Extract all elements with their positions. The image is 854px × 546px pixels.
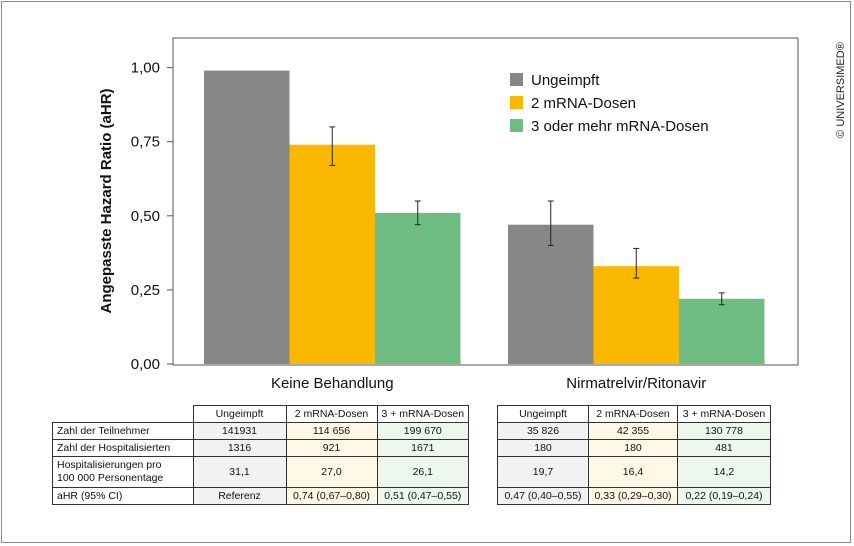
- table-header-row: Ungeimpft 2 mRNA-Dosen 3 + mRNA-Dosen: [52, 405, 470, 423]
- table-row: 19,7 16,4 14,2: [497, 456, 771, 488]
- x-category-label: Keine Behandlung: [271, 375, 394, 392]
- y-axis: 0,00 0,25 0,50 0,75 1,00: [131, 60, 173, 373]
- legend: Ungeimpft 2 mRNA-Dosen 3 oder mehr mRNA-Do…: [510, 72, 709, 135]
- table-header: Ungeimpft: [192, 405, 287, 423]
- bar: [679, 298, 765, 364]
- row-label: Hospitalisierungen pro 100 000 Personent…: [52, 456, 194, 488]
- table-cell: 0,33 (0,29–0,30): [588, 487, 678, 505]
- table-row: 35 826 42 355 130 778: [497, 422, 771, 440]
- table-row: Hospitalisierungen pro 100 000 Personent…: [52, 456, 470, 488]
- legend-label: 3 oder mehr mRNA-Dosen: [531, 118, 709, 135]
- table-row: Zahl der Teilnehmer 141931 114 656 199 6…: [52, 422, 470, 440]
- y-tick-label: 0,75: [131, 134, 160, 151]
- bar: [508, 224, 594, 364]
- table-cell: 14,2: [677, 456, 771, 488]
- x-category-label: Nirmatrelvir/Ritonavir: [566, 375, 706, 392]
- bar-chart: 0,00 0,25 0,50 0,75 1,00 Keine Behandlung Nir…: [98, 37, 799, 392]
- table-cell: 0,74 (0,67–0,80): [285, 487, 378, 505]
- table-cell: 42 355: [588, 422, 678, 440]
- legend-swatch: [510, 73, 523, 86]
- y-tick-label: 0,00: [131, 356, 160, 373]
- table-cell: 921: [285, 439, 378, 457]
- bar: [289, 144, 375, 364]
- table-header: 2 mRNA-Dosen: [285, 405, 378, 423]
- legend-swatch: [510, 119, 523, 132]
- table-cell: 199 670: [376, 422, 470, 440]
- table-cell: 0,22 (0,19–0,24): [677, 487, 771, 505]
- table-nirmatrelvir: Ungeimpft 2 mRNA-Dosen 3 + mRNA-Dosen 35…: [497, 405, 771, 505]
- bar: [593, 266, 679, 364]
- table-cell: 481: [677, 439, 771, 457]
- y-axis-title: Angepasste Hazard Ratio (aHR): [98, 88, 115, 313]
- table-row: Zahl der Hospitalisierten 1316 921 1671: [52, 439, 470, 457]
- y-tick-label: 1,00: [131, 60, 160, 77]
- table-cell: 180: [588, 439, 678, 457]
- table-cell: 130 778: [677, 422, 771, 440]
- y-tick-label: 0,50: [131, 208, 160, 225]
- row-label: Zahl der Teilnehmer: [52, 422, 194, 440]
- table-row: 180 180 481: [497, 439, 771, 457]
- table-header: 3 + mRNA-Dosen: [376, 405, 470, 423]
- error-bars: [329, 126, 725, 306]
- table-cell: 0,47 (0,40–0,55): [497, 487, 589, 505]
- table-row: aHR (95% CI) Referenz 0,74 (0,67–0,80) 0…: [52, 487, 470, 505]
- table-cell: 19,7: [497, 456, 589, 488]
- x-axis-labels: Keine Behandlung Nirmatrelvir/Ritonavir: [271, 375, 706, 392]
- table-header: 2 mRNA-Dosen: [588, 405, 678, 423]
- table-cell: 16,4: [588, 456, 678, 488]
- table-cell: 141931: [192, 422, 287, 440]
- table-cell: Referenz: [192, 487, 287, 505]
- row-label: Zahl der Hospitalisierten: [52, 439, 194, 457]
- table-cell: 26,1: [376, 456, 470, 488]
- legend-swatch: [510, 96, 523, 109]
- table-row: 0,47 (0,40–0,55) 0,33 (0,29–0,30) 0,22 (…: [497, 487, 771, 505]
- table-cell: 1316: [192, 439, 287, 457]
- table-corner-cell: [52, 405, 194, 423]
- table-header: 3 + mRNA-Dosen: [677, 405, 771, 423]
- legend-label: Ungeimpft: [531, 72, 600, 89]
- bars: [204, 70, 765, 364]
- row-label: aHR (95% CI): [52, 487, 194, 505]
- table-cell: 27,0: [285, 456, 378, 488]
- copyright-text: © UNIVERSIMED®: [835, 42, 847, 138]
- table-cell: 0,51 (0,47–0,55): [376, 487, 470, 505]
- bar: [204, 70, 290, 364]
- table-cell: 180: [497, 439, 589, 457]
- table-header-row: Ungeimpft 2 mRNA-Dosen 3 + mRNA-Dosen: [497, 405, 771, 423]
- table-no-treatment: Ungeimpft 2 mRNA-Dosen 3 + mRNA-Dosen Za…: [52, 405, 470, 505]
- table-header: Ungeimpft: [497, 405, 589, 423]
- table-cell: 31,1: [192, 456, 287, 488]
- copyright-notice: © UNIVERSIMED®: [832, 18, 848, 168]
- bar: [375, 212, 461, 364]
- table-cell: 114 656: [285, 422, 378, 440]
- y-tick-label: 0,25: [131, 282, 160, 299]
- table-cell: 1671: [376, 439, 470, 457]
- legend-label: 2 mRNA-Dosen: [531, 95, 636, 112]
- table-cell: 35 826: [497, 422, 589, 440]
